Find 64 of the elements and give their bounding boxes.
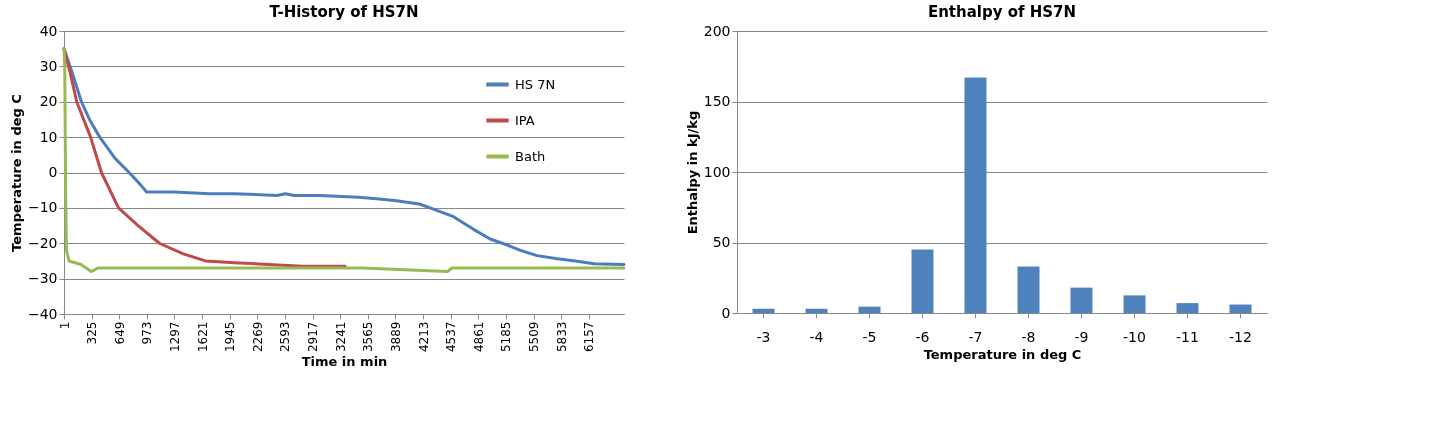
x-tick-label: 1945 <box>223 321 238 353</box>
y-tick-label: 0 <box>48 164 58 180</box>
x-tick-label: 5509 <box>527 321 542 353</box>
x-tick-label: 5185 <box>499 321 514 353</box>
bar <box>1229 304 1252 313</box>
x-tick-label: 649 <box>112 321 127 345</box>
x-tick-label: -9 <box>1074 328 1089 345</box>
x-tick-label: -7 <box>968 328 983 345</box>
x-tick-label: 4213 <box>416 321 431 353</box>
x-axis-title: Temperature in deg C <box>923 346 1082 362</box>
bar <box>1070 287 1093 313</box>
x-tick-label: 5833 <box>554 321 569 353</box>
x-tick-label: 2269 <box>250 321 265 353</box>
y-tick-label: −40 <box>27 305 58 322</box>
x-tick-label: 2917 <box>306 321 321 353</box>
legend-label: IPA <box>515 112 535 128</box>
x-tick-label: 3241 <box>333 321 348 353</box>
x-axis-title: Time in min <box>301 354 388 370</box>
y-tick-label: 20 <box>39 93 58 110</box>
y-tick-label: 200 <box>703 22 731 39</box>
bar <box>805 308 828 313</box>
x-tick-label: 4537 <box>444 321 459 353</box>
x-tick-label: -3 <box>756 328 771 345</box>
x-tick-label: -10 <box>1123 328 1146 345</box>
legend-label: Bath <box>515 148 546 164</box>
y-tick-label: −10 <box>27 199 58 216</box>
x-tick-label: 1 <box>57 321 72 330</box>
bar <box>752 308 775 313</box>
x-tick-label: -11 <box>1176 328 1199 345</box>
bar <box>911 249 934 313</box>
bar <box>858 306 881 313</box>
legend-label: HS 7N <box>515 76 556 92</box>
x-tick-label: -12 <box>1229 328 1252 345</box>
x-tick-label: -6 <box>915 328 930 345</box>
y-tick-label: 100 <box>703 163 731 180</box>
y-tick-label: −30 <box>27 270 58 287</box>
chart-title: T-History of HS7N <box>269 3 419 21</box>
y-axis-title: Enthalpy in kJ/kg <box>684 110 700 235</box>
x-tick-label: 1621 <box>195 321 210 353</box>
x-tick-label: 325 <box>85 321 100 345</box>
bar <box>1017 266 1040 313</box>
x-tick-label: 973 <box>140 321 155 345</box>
y-tick-label: 30 <box>39 57 58 74</box>
y-tick-label: 0 <box>721 304 731 321</box>
x-tick-label: -5 <box>862 328 877 345</box>
y-tick-label: 10 <box>39 128 58 145</box>
y-axis-title: Temperature in deg C <box>8 94 24 252</box>
line-series <box>62 47 347 268</box>
x-tick-label: -8 <box>1021 328 1036 345</box>
chart-title: Enthalpy of HS7N <box>927 3 1077 21</box>
y-tick-label: 50 <box>712 234 731 250</box>
x-tick-label: 2593 <box>278 321 293 353</box>
y-tick-label: −20 <box>27 234 58 251</box>
x-tick-label: 3565 <box>361 321 376 353</box>
x-tick-label: 1297 <box>167 321 182 353</box>
bar <box>964 77 987 313</box>
bar <box>1123 295 1146 313</box>
y-tick-label: 150 <box>703 93 731 109</box>
bar <box>1176 303 1199 313</box>
x-tick-label: -4 <box>809 328 824 345</box>
x-tick-label: 3889 <box>388 321 403 353</box>
y-tick-label: 40 <box>39 22 58 39</box>
x-tick-label: 4861 <box>471 321 486 353</box>
x-tick-label: 6157 <box>582 321 597 353</box>
